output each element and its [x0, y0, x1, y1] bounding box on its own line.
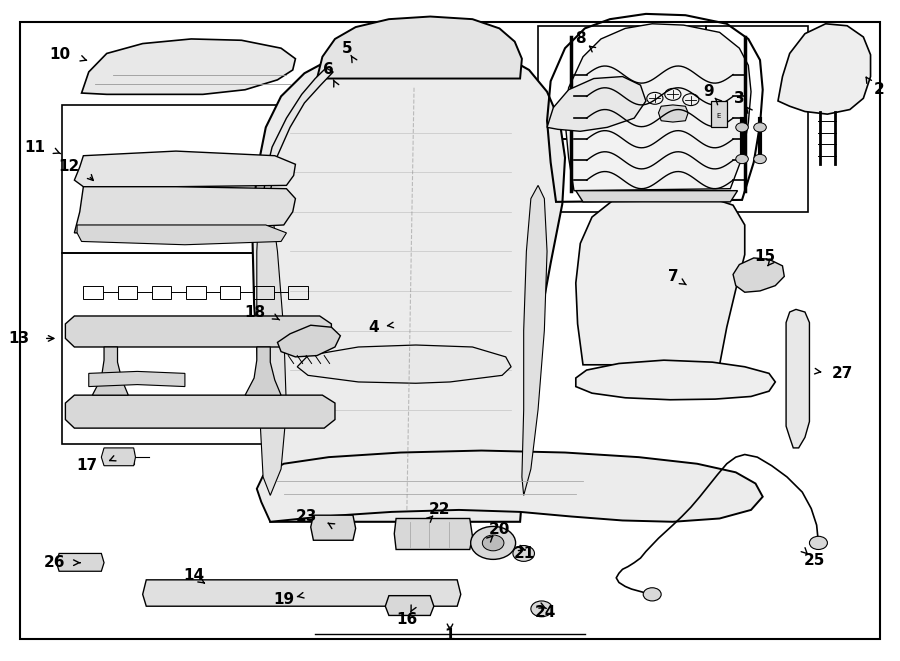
Text: 12: 12: [58, 159, 80, 175]
Polygon shape: [310, 515, 356, 540]
Text: 23: 23: [295, 509, 317, 524]
Text: 20: 20: [489, 522, 510, 537]
Polygon shape: [93, 347, 129, 395]
Polygon shape: [75, 186, 295, 233]
Polygon shape: [711, 101, 727, 128]
Text: 25: 25: [804, 553, 824, 568]
Polygon shape: [256, 451, 762, 522]
Circle shape: [753, 123, 766, 132]
Circle shape: [736, 123, 748, 132]
Polygon shape: [107, 451, 134, 464]
Text: 18: 18: [245, 305, 266, 319]
Circle shape: [513, 545, 535, 561]
Polygon shape: [82, 39, 295, 95]
Text: 6: 6: [323, 62, 334, 77]
Text: 8: 8: [575, 32, 586, 46]
Circle shape: [531, 601, 553, 617]
Polygon shape: [89, 371, 184, 387]
Text: 21: 21: [514, 546, 536, 561]
Text: 24: 24: [535, 605, 556, 620]
Text: 19: 19: [274, 592, 294, 607]
Circle shape: [471, 526, 516, 559]
Polygon shape: [565, 24, 751, 190]
Circle shape: [644, 588, 662, 601]
Text: 27: 27: [832, 366, 853, 381]
Text: 17: 17: [76, 458, 98, 473]
Polygon shape: [547, 77, 646, 132]
Text: 22: 22: [428, 502, 450, 518]
Circle shape: [482, 535, 504, 551]
Polygon shape: [245, 347, 281, 395]
Text: 13: 13: [8, 331, 30, 346]
Polygon shape: [143, 580, 461, 606]
Text: 5: 5: [341, 41, 352, 56]
Text: E: E: [716, 113, 721, 119]
Text: 14: 14: [184, 568, 204, 584]
Polygon shape: [66, 395, 335, 428]
Circle shape: [736, 155, 748, 164]
Text: 4: 4: [368, 320, 379, 334]
Polygon shape: [102, 448, 136, 466]
Circle shape: [753, 155, 766, 164]
Polygon shape: [263, 68, 333, 202]
Polygon shape: [252, 44, 565, 522]
Text: 7: 7: [668, 269, 679, 284]
Polygon shape: [66, 316, 331, 347]
Polygon shape: [576, 190, 744, 365]
Polygon shape: [576, 190, 738, 202]
Polygon shape: [297, 345, 511, 383]
Text: 11: 11: [24, 139, 46, 155]
Polygon shape: [734, 258, 784, 292]
Polygon shape: [57, 553, 104, 571]
Polygon shape: [522, 185, 547, 495]
Polygon shape: [659, 105, 688, 122]
Circle shape: [809, 536, 827, 549]
Polygon shape: [394, 518, 472, 549]
Polygon shape: [317, 17, 522, 79]
Polygon shape: [778, 24, 870, 114]
Polygon shape: [786, 309, 809, 448]
Polygon shape: [576, 360, 775, 400]
Text: 26: 26: [44, 555, 66, 570]
Text: 2: 2: [874, 82, 885, 97]
Text: 1: 1: [445, 628, 455, 642]
Text: 3: 3: [734, 91, 744, 106]
Text: 10: 10: [50, 48, 71, 62]
Polygon shape: [75, 151, 295, 186]
Text: 15: 15: [754, 249, 775, 264]
Text: 9: 9: [704, 84, 714, 99]
Text: 16: 16: [396, 612, 418, 627]
Polygon shape: [277, 325, 340, 357]
Polygon shape: [77, 225, 286, 245]
Polygon shape: [256, 185, 286, 495]
Polygon shape: [385, 596, 434, 615]
